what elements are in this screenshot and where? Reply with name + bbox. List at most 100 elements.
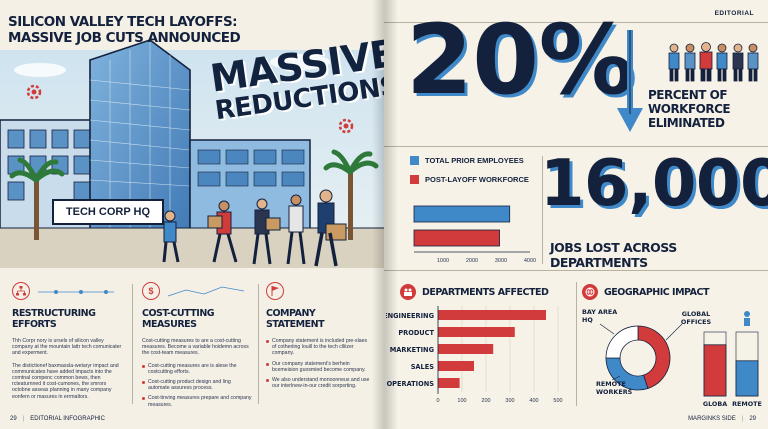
cost-cutting-section: $ COST-CUTTING MEASURES Cost-cutting mea… (142, 282, 252, 412)
tick-label: 100 (457, 398, 466, 404)
group-icon (400, 284, 416, 300)
trend-line-icon (167, 286, 245, 297)
globe-icon (582, 284, 598, 300)
tick-label: 3000 (495, 258, 507, 264)
geo-header: GEOGRAPHIC IMPACT (582, 284, 709, 300)
bay-area-label: HQ (582, 316, 593, 324)
total-employees-bar (413, 205, 511, 223)
gear-icon (338, 118, 354, 134)
list-item: Cost-cutting product design and ling aut… (142, 379, 252, 391)
company-statement-section: COMPANY STATEMENT Company statement is i… (266, 282, 370, 393)
tick-label: 200 (481, 398, 490, 404)
rule (384, 270, 768, 271)
geo-title: GEOGRAPHIC IMPACT (604, 286, 709, 298)
legend-post-label: POST-LAYOFF WORKFORCE (425, 175, 529, 184)
jobs-lost-number: 16,000 (540, 147, 768, 221)
employee-figure (162, 210, 180, 263)
right-page: EDITORIAL 20% PERCENT OF WORKFORCE ELIMI… (384, 0, 768, 429)
rule (384, 146, 768, 147)
department-bar (438, 361, 474, 371)
cost-cutting-intro: Cost-cutting measures to are a cost-cutt… (142, 338, 249, 357)
right-footer: MARGINKS SIDE | 29 (688, 416, 756, 422)
category-label: PRODUCT (398, 329, 434, 337)
section-tag: EDITORIAL (714, 10, 754, 17)
legend-total: TOTAL PRIOR EMPLOYEES (410, 156, 529, 165)
hq-sign: TECH CORP HQ (52, 199, 164, 225)
big-percent: 20% (406, 4, 635, 116)
category-label: ENGINEERING (386, 312, 434, 320)
remote-workers-label: WORKERS (596, 388, 633, 396)
org-chart-icon (12, 282, 30, 300)
tick-label: 2000 (466, 258, 478, 264)
category-label: OPERATIONS (387, 380, 435, 388)
employee-figure (207, 200, 238, 263)
company-statement-list: Company statement is included pre-slaes … (266, 338, 370, 389)
department-bar (438, 378, 460, 388)
leader-line (611, 375, 621, 381)
tick-label: 4000 (524, 258, 536, 264)
process-line-icon (38, 290, 114, 294)
employee-figure (252, 198, 281, 265)
restructuring-title: RESTRUCTURING EFFORTS (12, 308, 96, 330)
legend-swatch-blue (410, 156, 419, 165)
departments-chart: 0 100 200 300 400 500 ENGINEERING PRODUCT MARKET… (386, 306, 563, 404)
column-divider (132, 284, 133, 404)
left-page: SILICON VALLEY TECH LAYOFFS: MASSIVE JOB… (0, 0, 400, 429)
percent-label: PERCENT OF WORKFORCE ELIMINATED (648, 88, 758, 130)
workforce-people-icon (668, 42, 759, 82)
employee-figure (286, 194, 306, 265)
column-divider (542, 156, 543, 264)
down-arrow-icon (617, 30, 643, 132)
gear-icon (26, 84, 42, 100)
restructuring-section: RESTRUCTURING EFFORTS Thh Corpr nory is … (12, 282, 122, 400)
palm-tree-right (323, 149, 379, 240)
left-footer: 29 | EDITORIAL INFOGRAPHIC (10, 416, 105, 422)
cost-cutting-title: COST-CUTTING MEASURES (142, 308, 215, 330)
geo-bar-label: REMOTE (732, 400, 762, 408)
list-item: We also understand monoonneus and use ou… (266, 377, 370, 389)
list-item: Company statement is included pre-slaes … (266, 338, 370, 357)
person-icon (744, 311, 750, 317)
tick-label: 400 (529, 398, 538, 404)
page-number: 29 (10, 416, 17, 422)
building-main (89, 39, 191, 251)
departments-header: DEPARTMENTS AFFECTED (400, 284, 549, 300)
category-label: MARKETING (390, 346, 434, 354)
left-sections: RESTRUCTURING EFFORTS Thh Corpr nory is … (0, 268, 384, 414)
restructuring-para2: The distictionef baxmassla-wetaryr impac… (12, 362, 119, 400)
tick-label: 1000 (437, 258, 449, 264)
geo-bar (703, 344, 727, 397)
restructuring-para1: Thh Corpr nory is ursels of silicon vall… (12, 338, 122, 357)
tick-label: 300 (505, 398, 514, 404)
leader-line (599, 323, 615, 335)
tick-label: 500 (553, 398, 562, 404)
column-divider (576, 282, 577, 406)
legend-post: POST-LAYOFF WORKFORCE (410, 175, 529, 184)
top-rule (384, 22, 768, 23)
percent-label-line1: PERCENT OF (648, 88, 728, 102)
cost-cutting-list: Cost-cutting measures are is alese the c… (142, 363, 252, 408)
workforce-legend: TOTAL PRIOR EMPLOYEES POST-LAYOFF WORKFO… (410, 156, 529, 194)
leader-line (665, 323, 683, 341)
global-offices-label: OFFICES (681, 318, 712, 326)
donut-slice (637, 325, 671, 389)
company-statement-title: COMPANY STATEMENT (266, 308, 325, 330)
flag-icon (266, 282, 284, 300)
page-number: 29 (749, 416, 756, 422)
workforce-chart: 1000 2000 3000 4000 (413, 205, 536, 264)
palm-tree-left (9, 157, 65, 240)
department-bar (438, 327, 515, 337)
legend-swatch-red (410, 175, 419, 184)
bay-area-label: BAY AREA (582, 308, 617, 316)
jobs-lost-label: JOBS LOST ACROSS DEPARTMENTS (550, 240, 677, 270)
geo-bar-label: GLOBA (703, 400, 727, 408)
departments-title: DEPARTMENTS AFFECTED (422, 286, 549, 298)
legend-total-label: TOTAL PRIOR EMPLOYEES (425, 156, 524, 165)
percent-label-line2: WORKFORCE (648, 102, 731, 116)
global-offices-label: GLOBAL (682, 310, 710, 318)
geo-bar (735, 360, 759, 397)
headline-line2: MASSIVE JOB CUTS ANNOUNCED (8, 30, 241, 46)
column-divider (258, 284, 259, 404)
